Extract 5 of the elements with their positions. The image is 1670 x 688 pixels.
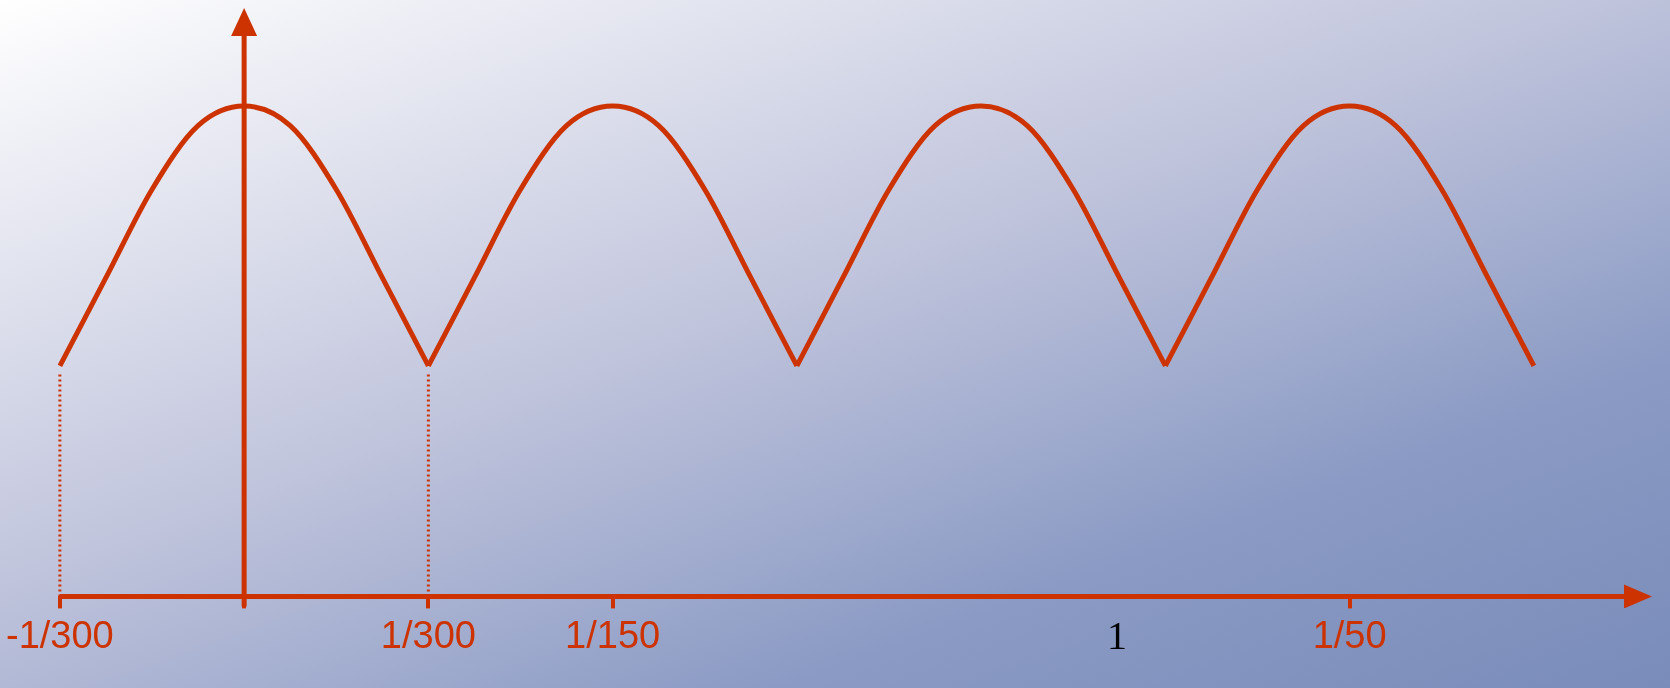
- x-tick-label: 1/300: [380, 613, 476, 656]
- x-tick-label: 1/150: [565, 613, 661, 656]
- text: 1: [1107, 612, 1128, 658]
- x-tick-label: 1/50: [1312, 613, 1387, 656]
- x-tick-label: -1/300: [6, 613, 114, 656]
